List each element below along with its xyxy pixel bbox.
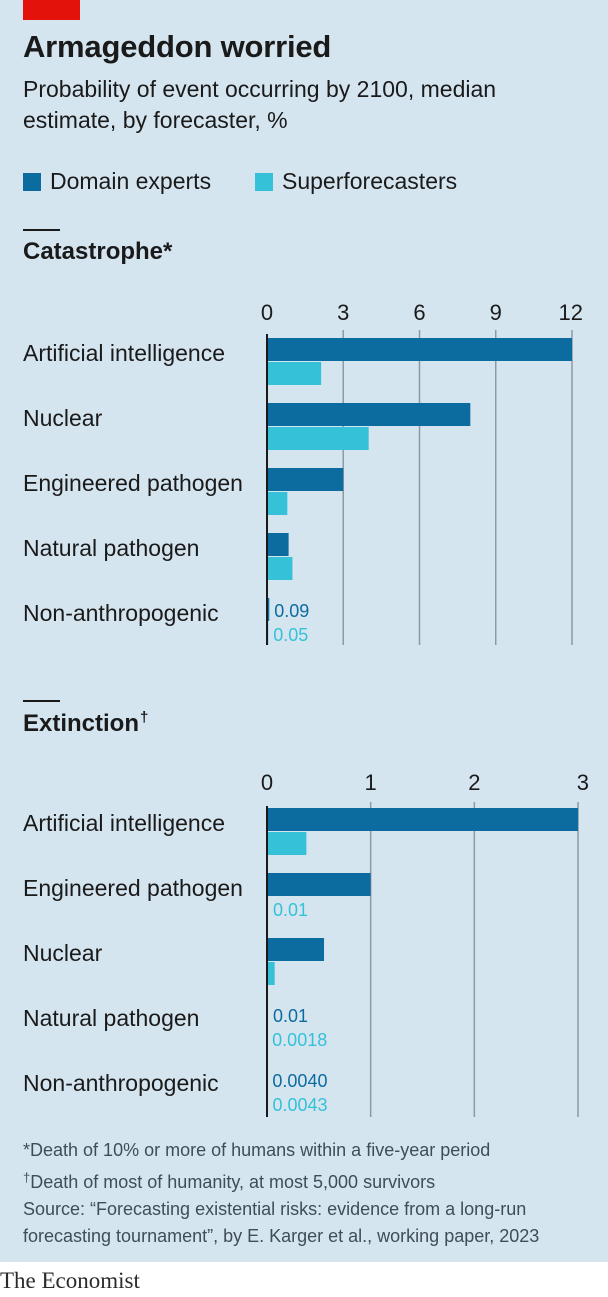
catastrophe-data-label-non-anthropogenic-superforecasters: 0.05	[273, 625, 308, 645]
extinction-bar-nuclear-superforecasters	[267, 962, 275, 985]
legend-item-domain-experts: Domain experts	[23, 168, 211, 195]
catastrophe-tick-label-0: 0	[261, 300, 273, 325]
catastrophe-bar-engineered-pathogen-domain-experts	[267, 468, 344, 491]
catastrophe-chart: 0 3 6 9 12 Artificial intelligence Nuclear Engi…	[23, 300, 583, 645]
catastrophe-bar-non-anthropogenic-domain-experts	[267, 598, 270, 621]
catastrophe-data-label-non-anthropogenic-domain-experts: 0.09	[274, 601, 309, 621]
catastrophe-category-label-non-anthropogenic: Non-anthropogenic	[23, 600, 219, 626]
extinction-title: Extinction†	[23, 709, 148, 738]
catastrophe-category-label-nuclear: Nuclear	[23, 405, 103, 431]
catastrophe-category-label-natural-pathogen: Natural pathogen	[23, 535, 199, 561]
catastrophe-rule	[23, 229, 60, 231]
extinction-category-label-artificial-intelligence: Artificial intelligence	[23, 810, 225, 836]
extinction-rule	[23, 700, 60, 702]
extinction-category-label-nuclear: Nuclear	[23, 940, 103, 966]
catastrophe-category-label-engineered-pathogen: Engineered pathogen	[23, 470, 243, 496]
chart-subtitle: Probability of event occurring by 2100, …	[23, 76, 497, 133]
economist-logo-text: The Economist	[0, 1268, 140, 1293]
catastrophe-bar-engineered-pathogen-superforecasters	[267, 492, 288, 515]
catastrophe-tick-label-4: 12	[559, 300, 583, 325]
extinction-title-text: Extinction	[23, 710, 140, 737]
legend-item-superforecasters: Superforecasters	[255, 168, 457, 195]
legend-label-superforecasters: Superforecasters	[282, 168, 458, 194]
extinction-tick-label-2: 2	[468, 770, 480, 795]
legend-swatch-superforecasters	[255, 173, 273, 191]
catastrophe-tick-label-1: 3	[337, 300, 349, 325]
catastrophe-bar-nuclear-domain-experts	[267, 403, 471, 426]
catastrophe-bar-artificial-intelligence-superforecasters	[267, 362, 322, 385]
source-line-2: forecasting tournament”, by E. Karger et…	[23, 1226, 540, 1246]
extinction-data-label-engineered-pathogen-superforecasters: 0.01	[273, 900, 308, 920]
catastrophe-title-text: Catastrophe	[23, 238, 164, 265]
extinction-tick-label-1: 1	[365, 770, 377, 795]
footnotes: *Death of 10% or more of humans within a…	[23, 1137, 598, 1250]
extinction-tick-label-0: 0	[261, 770, 273, 795]
extinction-data-label-non-anthropogenic-superforecasters: 0.0043	[272, 1095, 327, 1115]
extinction-category-label-natural-pathogen: Natural pathogen	[23, 1005, 199, 1031]
extinction-bar-engineered-pathogen-domain-experts	[267, 873, 371, 896]
legend-label-domain-experts: Domain experts	[50, 168, 212, 194]
extinction-data-label-non-anthropogenic-domain-experts: 0.0040	[272, 1071, 327, 1091]
footnote-catastrophe-text: Death of 10% or more of humans within a …	[30, 1140, 491, 1160]
extinction-category-label-engineered-pathogen: Engineered pathogen	[23, 875, 243, 901]
catastrophe-tick-label-2: 6	[413, 300, 425, 325]
extinction-data-label-natural-pathogen-superforecasters: 0.0018	[272, 1030, 327, 1050]
catastrophe-bar-natural-pathogen-domain-experts	[267, 533, 289, 556]
footnote-extinction-mark: †	[23, 1170, 31, 1185]
footnote-extinction: †Death of most of humanity, at most 5,00…	[23, 1164, 598, 1196]
chart-card: Armageddon worried Probability of event …	[0, 0, 608, 1262]
footnote-catastrophe-mark: *	[23, 1140, 31, 1160]
source-line-1: Source: “Forecasting existential risks: …	[23, 1199, 527, 1219]
catastrophe-title-mark: *	[163, 238, 173, 265]
catastrophe-bar-nuclear-superforecasters	[267, 427, 369, 450]
legend-swatch-domain-experts	[23, 173, 41, 191]
extinction-tick-label-3: 3	[577, 770, 589, 795]
catastrophe-bar-natural-pathogen-superforecasters	[267, 557, 293, 580]
extinction-chart: 0 1 2 3 Artificial intelligence Engineered pa…	[23, 770, 589, 1117]
catastrophe-title: Catastrophe*	[23, 238, 172, 266]
catastrophe-category-label-artificial-intelligence: Artificial intelligence	[23, 340, 225, 366]
extinction-bar-artificial-intelligence-domain-experts	[267, 808, 578, 831]
extinction-bar-artificial-intelligence-superforecasters	[267, 832, 307, 855]
red-tag	[23, 0, 80, 20]
extinction-title-mark: †	[140, 709, 149, 726]
catastrophe-tick-label-3: 9	[490, 300, 502, 325]
catastrophe-bar-artificial-intelligence-domain-experts	[267, 338, 572, 361]
footnote-extinction-text: Death of most of humanity, at most 5,000…	[30, 1172, 436, 1192]
chart-title: Armageddon worried	[23, 29, 332, 64]
extinction-category-label-non-anthropogenic: Non-anthropogenic	[23, 1070, 219, 1096]
extinction-bar-nuclear-domain-experts	[267, 938, 325, 961]
footnote-catastrophe: *Death of 10% or more of humans within a…	[23, 1137, 598, 1164]
extinction-data-label-natural-pathogen-domain-experts: 0.01	[273, 1006, 308, 1026]
